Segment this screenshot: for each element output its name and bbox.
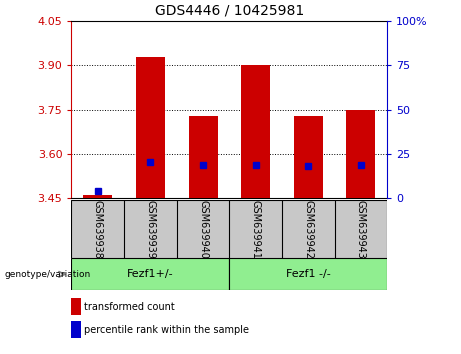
Text: percentile rank within the sample: percentile rank within the sample — [84, 325, 249, 335]
Text: GSM639940: GSM639940 — [198, 200, 208, 259]
Text: genotype/variation: genotype/variation — [5, 270, 91, 279]
Bar — [83, 195, 112, 198]
Text: Fezf1 -/-: Fezf1 -/- — [286, 269, 331, 279]
Text: Fezf1+/-: Fezf1+/- — [127, 269, 174, 279]
Bar — [71, 321, 81, 338]
Bar — [71, 298, 81, 314]
Bar — [347, 110, 375, 198]
Bar — [71, 258, 229, 290]
Bar — [294, 116, 323, 198]
Text: GSM639941: GSM639941 — [251, 200, 260, 259]
Bar — [229, 258, 387, 290]
Text: GSM639938: GSM639938 — [93, 200, 103, 259]
Text: GSM639939: GSM639939 — [145, 200, 155, 259]
Bar — [189, 116, 218, 198]
Bar — [136, 57, 165, 198]
Text: GSM639942: GSM639942 — [303, 200, 313, 259]
Bar — [241, 65, 270, 198]
Text: GSM639943: GSM639943 — [356, 200, 366, 259]
Text: transformed count: transformed count — [84, 302, 175, 312]
Title: GDS4446 / 10425981: GDS4446 / 10425981 — [155, 3, 304, 17]
